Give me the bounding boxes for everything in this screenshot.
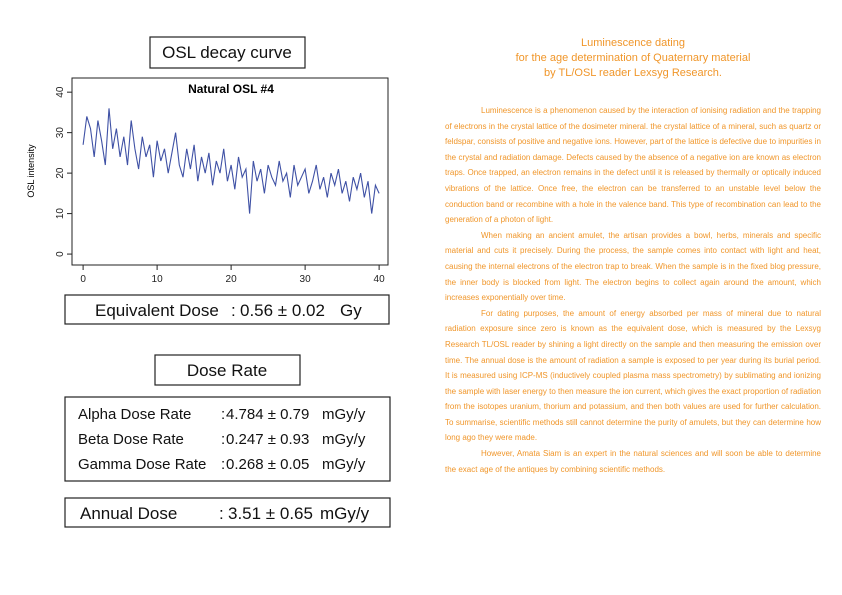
y-tick-label: 10 [55,208,66,220]
heading-line: for the age determination of Quaternary … [515,52,751,64]
dose-rate-box [64,396,391,482]
annual-dose-unit: mGy/y [320,504,370,523]
heading-line: by TL/OSL reader Lexsyg Research. [544,67,722,79]
separator: : [219,504,224,523]
dose-rate-label: Beta Dose Rate [78,431,184,448]
data-line [82,108,380,214]
panel-title: OSL decay curve [162,43,292,62]
article-heading: Luminescence dating for the age determina… [445,36,821,81]
article: Luminescence dating for the age determina… [445,36,821,477]
y-tick-label: 40 [55,86,66,98]
plot-frame [71,77,389,266]
equivalent-dose-label: Equivalent Dose [95,301,219,320]
equivalent-dose-box [64,294,390,325]
paragraph: For dating purposes, the amount of energ… [445,308,821,443]
y-tick-label: 0 [55,251,66,257]
x-tick-label: 10 [152,274,164,285]
left-panel: OSL decay curve Natural OSL #4 OSL inten… [26,36,391,528]
separator: : [221,406,225,423]
x-tick-label: 0 [80,274,86,285]
dose-rate-label: Gamma Dose Rate [78,456,206,473]
separator: : [221,456,225,473]
separator: : [221,431,225,448]
x-tick-label: 20 [226,274,238,285]
dose-rate-value: 0.247 ± 0.93 [226,431,309,448]
dose-rate-unit: mGy/y [322,431,366,448]
dose-rate-value: 0.268 ± 0.05 [226,456,309,473]
dose-rate-title-box [154,354,301,386]
dose-rate-unit: mGy/y [322,406,366,423]
paragraph: When making an ancient amulet, the artis… [445,230,821,303]
y-axis-label: OSL intensity [26,144,36,198]
article-body: Luminescence is a phenomenon caused by t… [445,103,821,477]
paragraph: Luminescence is a phenomenon caused by t… [445,106,821,225]
paragraph: However, Amata Siam is an expert in the … [445,449,821,474]
annual-dose-value: 3.51 ± 0.65 [228,504,313,523]
dose-rate-unit: mGy/y [322,456,366,473]
equivalent-dose-value: 0.56 ± 0.02 [240,301,325,320]
x-tick-label: 30 [300,274,312,285]
chart-title: Natural OSL #4 [188,82,274,96]
annual-dose-label: Annual Dose [80,504,177,523]
annual-dose-box [64,497,391,528]
dose-rate-title: Dose Rate [187,361,267,380]
y-tick-label: 30 [55,127,66,139]
heading-line: Luminescence dating [581,37,685,49]
y-tick-label: 20 [55,167,66,179]
equivalent-dose-unit: Gy [340,301,362,320]
dose-rate-label: Alpha Dose Rate [78,406,191,423]
separator: : [231,301,236,320]
panel-title-box [149,36,306,69]
x-tick-label: 40 [374,274,386,285]
dose-rate-value: 4.784 ± 0.79 [226,406,309,423]
